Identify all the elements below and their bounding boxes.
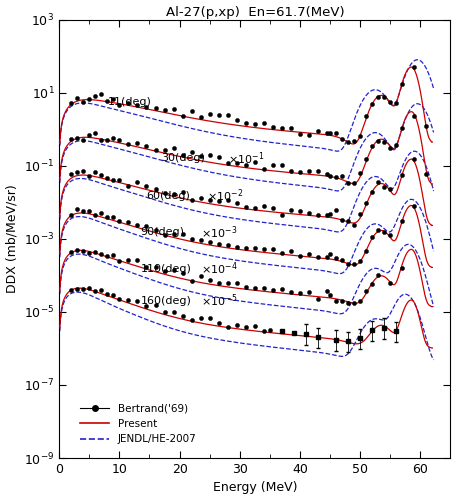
Text: 30(deg): 30(deg) [161,154,205,164]
Y-axis label: DDX (mb/MeV/sr): DDX (mb/MeV/sr) [5,184,19,293]
Legend: Bertrand('69), Present, JENDL/HE-2007: Bertrand('69), Present, JENDL/HE-2007 [76,400,200,448]
Text: $\times10^{-5}$: $\times10^{-5}$ [200,292,237,309]
Text: 160(deg): 160(deg) [140,296,191,306]
Title: Al-27(p,xp)  En=61.7(MeV): Al-27(p,xp) En=61.7(MeV) [165,6,344,18]
Text: 60(deg): 60(deg) [146,191,190,201]
Text: 11(deg): 11(deg) [107,98,151,108]
X-axis label: Energy (MeV): Energy (MeV) [212,482,296,494]
Text: 90(deg): 90(deg) [140,228,184,237]
Text: $\times10^{-2}$: $\times10^{-2}$ [206,188,243,204]
Text: $\times10^{-3}$: $\times10^{-3}$ [200,224,237,240]
Text: $\times10^{-4}$: $\times10^{-4}$ [200,260,237,278]
Text: 110(deg): 110(deg) [140,264,191,274]
Text: $\times10^{-1}$: $\times10^{-1}$ [227,150,263,166]
